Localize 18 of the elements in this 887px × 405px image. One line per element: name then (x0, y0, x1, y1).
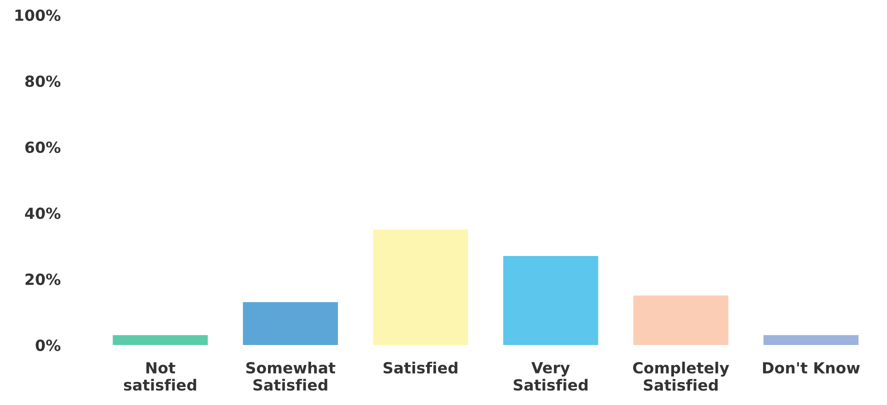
y-tick-label: 0% (36, 340, 60, 352)
x-tick-label: Completely Satisfied (633, 362, 730, 391)
x-tick-label: Don't Know (763, 362, 860, 374)
bar (112, 335, 208, 346)
x-tick-label: Somewhat Satisfied (246, 362, 336, 391)
bar (633, 296, 728, 346)
y-tick-label: 40% (25, 207, 60, 220)
x-tick-label: Satisfied (384, 362, 458, 374)
bar (242, 302, 338, 346)
bar (503, 256, 598, 346)
y-tick-label: 20% (26, 274, 60, 286)
x-tick-label: Very Satisfied (514, 362, 588, 391)
bar (373, 230, 468, 346)
bar (763, 335, 858, 346)
y-tick-label: 80% (25, 75, 60, 88)
y-tick-label: 100% (15, 9, 60, 22)
x-tick-label: Not satisfied (124, 362, 196, 391)
y-tick-label: 60% (25, 141, 60, 154)
